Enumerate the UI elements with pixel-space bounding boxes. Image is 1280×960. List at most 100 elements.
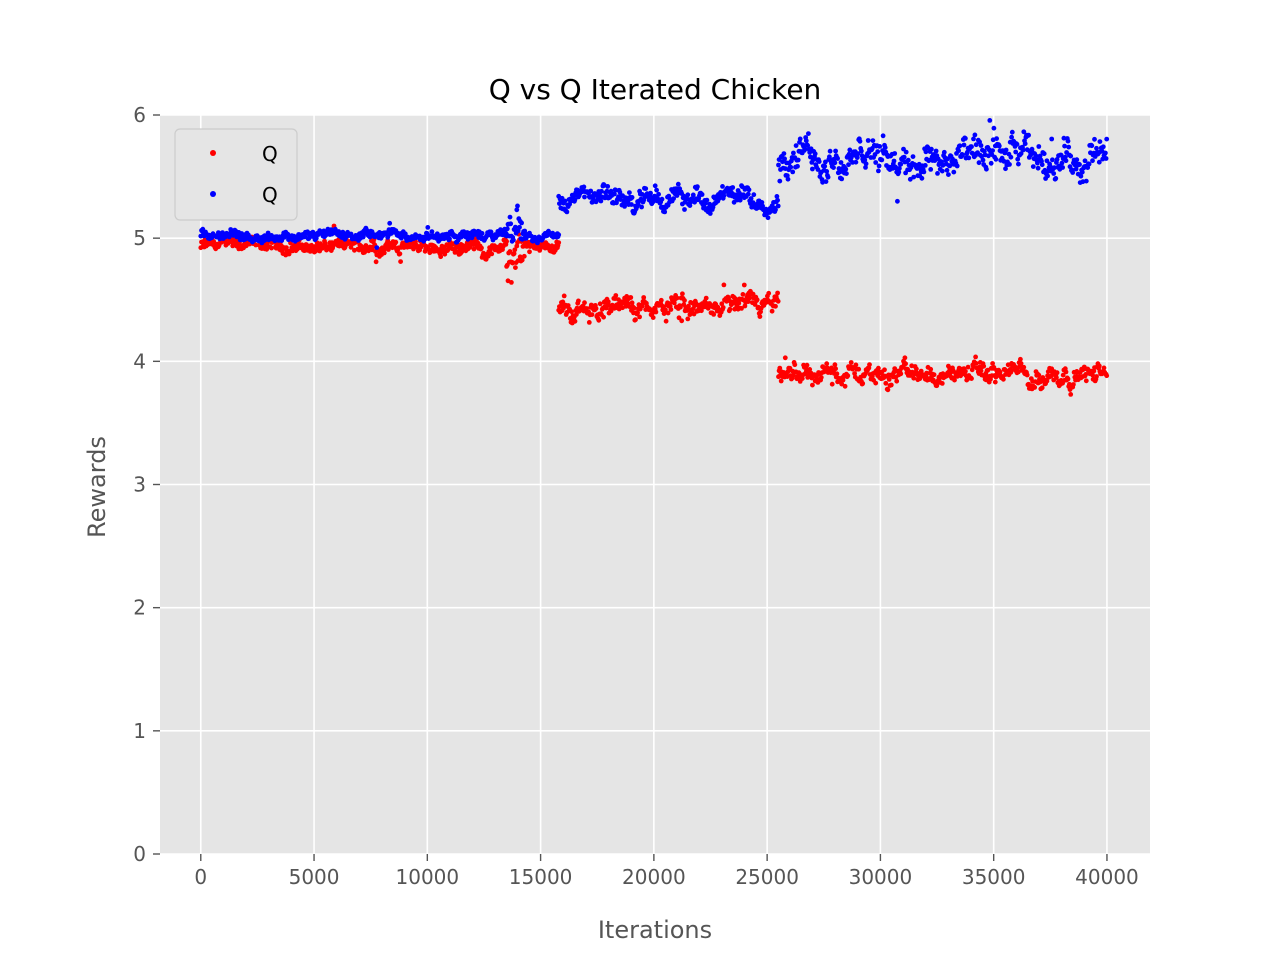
data-point	[987, 118, 993, 123]
data-point	[902, 355, 908, 361]
data-point	[844, 171, 849, 177]
data-point	[939, 168, 945, 174]
data-point	[597, 301, 603, 307]
data-point	[892, 151, 898, 156]
data-point	[815, 167, 821, 172]
legend-label-series-1: Q	[262, 142, 278, 166]
data-point	[852, 371, 857, 376]
data-point	[805, 143, 811, 149]
x-tick-label: 25000	[735, 865, 799, 889]
data-point	[793, 143, 799, 149]
data-point	[894, 378, 900, 384]
data-point	[863, 161, 869, 167]
data-point	[719, 301, 725, 307]
data-point	[873, 160, 879, 165]
data-point	[816, 159, 822, 165]
data-point	[865, 138, 871, 143]
data-point	[1049, 136, 1055, 142]
data-point	[1079, 169, 1085, 175]
data-point	[952, 377, 957, 383]
data-point	[429, 229, 435, 235]
data-point	[827, 148, 833, 154]
data-point	[1021, 364, 1027, 370]
x-tick-label: 40000	[1075, 865, 1139, 889]
data-point	[963, 368, 968, 374]
x-axis-label: Iterations	[598, 916, 712, 944]
data-point	[690, 192, 696, 198]
data-point	[253, 242, 259, 248]
data-point	[1035, 165, 1041, 171]
data-point	[802, 146, 808, 152]
data-point	[824, 361, 830, 367]
data-point	[997, 369, 1003, 375]
data-point	[1071, 382, 1076, 387]
data-point	[824, 169, 830, 174]
data-point	[992, 379, 998, 385]
data-point	[407, 244, 413, 250]
data-point	[777, 365, 783, 371]
data-point	[663, 318, 669, 324]
data-point	[807, 367, 813, 372]
data-point	[745, 191, 751, 197]
data-point	[509, 280, 514, 285]
data-point	[860, 381, 866, 386]
data-point	[685, 192, 691, 198]
data-point	[823, 179, 829, 185]
data-point	[1074, 157, 1080, 163]
data-point	[859, 148, 864, 154]
data-point	[731, 199, 737, 205]
data-point	[1054, 157, 1060, 162]
data-point	[875, 149, 881, 155]
data-point	[923, 149, 929, 155]
data-point	[898, 371, 904, 377]
data-point	[695, 184, 700, 190]
data-point	[785, 176, 791, 182]
data-point	[629, 300, 635, 306]
data-point	[508, 221, 514, 227]
data-point	[711, 312, 717, 317]
data-point	[933, 148, 939, 154]
data-point	[834, 371, 840, 377]
data-point	[966, 155, 972, 161]
data-point	[1092, 136, 1097, 142]
data-point	[564, 209, 570, 215]
data-point	[797, 136, 803, 142]
data-point	[707, 211, 713, 216]
data-point	[945, 156, 951, 162]
data-point	[641, 295, 647, 300]
legend: Q Q	[174, 128, 298, 221]
y-tick-label: 0	[133, 842, 146, 866]
data-point	[886, 377, 892, 382]
data-point	[876, 365, 881, 371]
data-point	[910, 154, 916, 160]
data-point	[876, 168, 881, 174]
data-point	[704, 197, 710, 203]
data-point	[778, 378, 784, 384]
data-point	[569, 309, 574, 315]
data-point	[387, 220, 393, 226]
data-point	[832, 362, 838, 368]
data-point	[639, 303, 645, 309]
data-point	[633, 317, 638, 323]
data-point	[873, 380, 879, 386]
legend-box	[174, 128, 298, 221]
data-point	[605, 184, 611, 189]
x-tick-label: 35000	[962, 865, 1026, 889]
data-point	[653, 309, 659, 315]
data-point	[1094, 374, 1099, 379]
series-layer	[198, 118, 1110, 397]
data-point	[1039, 162, 1045, 168]
data-point	[818, 375, 824, 380]
data-point	[921, 169, 927, 175]
data-point	[895, 198, 900, 204]
data-point	[799, 376, 805, 381]
data-point	[765, 215, 771, 221]
data-point	[791, 373, 796, 378]
data-point	[877, 144, 883, 149]
data-point	[675, 181, 681, 187]
data-point	[781, 151, 787, 157]
data-point	[897, 166, 902, 171]
data-point	[613, 187, 619, 193]
data-point	[671, 196, 676, 202]
